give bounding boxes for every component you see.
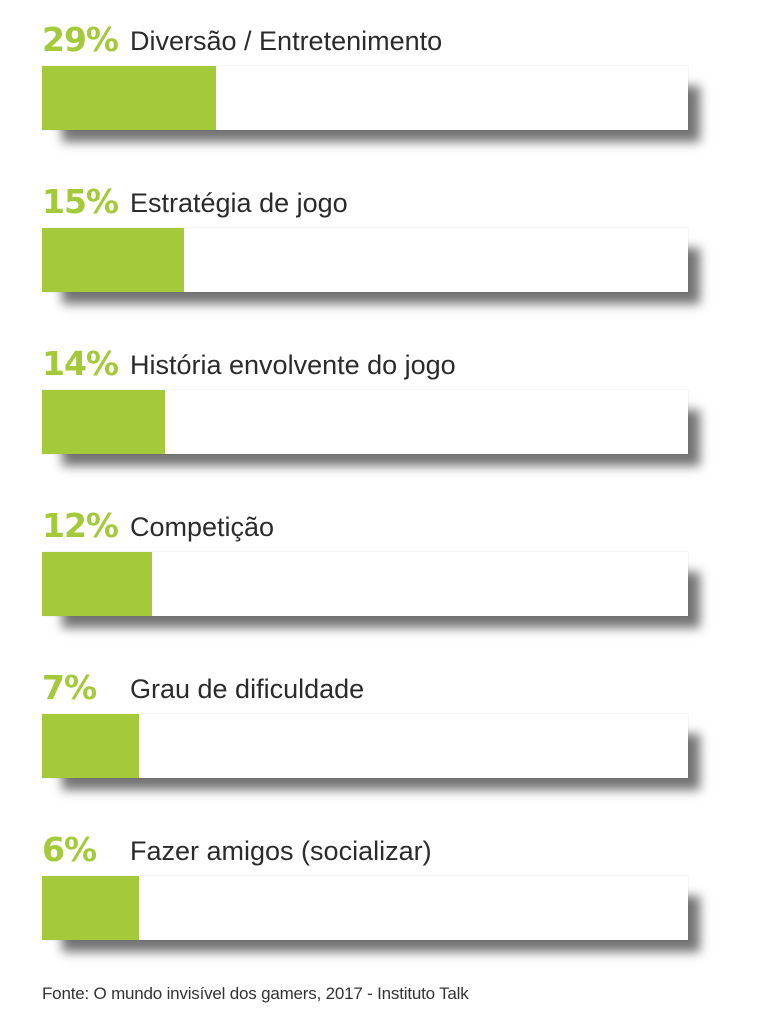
category-label: Grau de dificuldade [130, 674, 365, 704]
bar-row: 14% História envolvente do jogo [42, 324, 702, 454]
bar-row: 29% Diversão / Entretenimento [42, 0, 702, 130]
bar-fill [42, 228, 184, 292]
bar-track [42, 714, 688, 778]
bar-row: 6% Fazer amigos (socializar) [42, 810, 702, 940]
value-label: 7% [42, 668, 97, 707]
category-label: Competição [130, 512, 275, 542]
bar-row: 15% Estratégia de jogo [42, 162, 702, 292]
category-label: Estratégia de jogo [130, 188, 348, 218]
category-label: Fazer amigos (socializar) [130, 836, 432, 866]
source-note: Fonte: O mundo invisível dos gamers, 201… [42, 984, 469, 1003]
bar-fill [42, 66, 216, 130]
bar-fill [42, 876, 139, 940]
bar-row: 12% Competição [42, 486, 702, 616]
bar-track [42, 390, 688, 454]
value-label: 6% [42, 830, 97, 869]
value-label: 12% [42, 506, 119, 545]
value-label: 14% [42, 344, 119, 383]
bar-track [42, 552, 688, 616]
bar-track [42, 876, 688, 940]
category-label: Diversão / Entretenimento [130, 26, 443, 56]
bar-fill [42, 714, 139, 778]
bar-fill [42, 390, 165, 454]
bar-track [42, 228, 688, 292]
category-label: História envolvente do jogo [130, 350, 456, 380]
bar-row: 7% Grau de dificuldade [42, 648, 702, 778]
bar-fill [42, 552, 152, 616]
value-label: 15% [42, 182, 119, 221]
value-label: 29% [42, 20, 119, 59]
bar-track [42, 66, 688, 130]
